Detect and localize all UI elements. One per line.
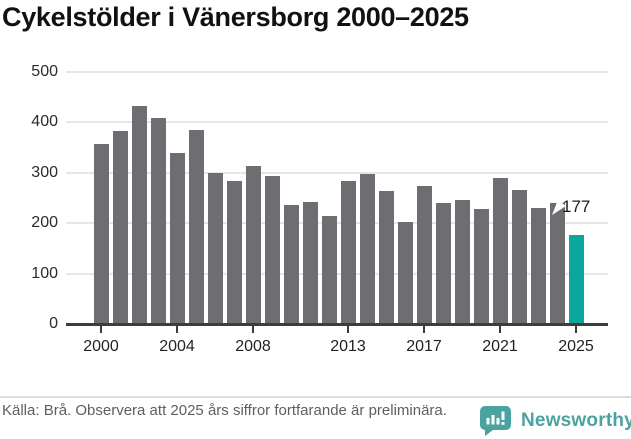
y-axis-tick-label: 0: [49, 315, 58, 332]
x-axis-tick: [100, 325, 102, 333]
y-axis-tick-label: 100: [31, 264, 58, 282]
bar-2008: [245, 166, 261, 324]
bar-2024: [549, 203, 565, 324]
gridline-100: [66, 272, 608, 275]
bar-2019: [454, 200, 470, 324]
x-axis-tick-label: 2025: [558, 338, 594, 355]
bar-2014: [359, 174, 375, 324]
bar-2012: [321, 216, 337, 324]
bar-2005: [188, 129, 204, 324]
x-axis-tick-label: 2017: [406, 338, 442, 355]
bar-2003: [150, 117, 166, 324]
bar-2016: [397, 222, 413, 324]
gridline-500: [66, 70, 608, 73]
x-axis-tick: [499, 325, 501, 333]
source-note: Källa: Brå. Observera att 2025 års siffr…: [2, 402, 447, 419]
value-annotation: 177: [562, 196, 591, 216]
highlight-bar-2025: [568, 234, 584, 324]
bar-2015: [378, 190, 394, 324]
bar-2022: [511, 189, 527, 324]
footer-divider: [0, 396, 631, 398]
bar-2009: [264, 175, 280, 324]
y-axis-tick-label: 200: [31, 214, 58, 231]
annotation-arrow-icon: [551, 199, 566, 216]
x-axis-tick: [176, 325, 178, 333]
bar-2000: [93, 143, 109, 324]
x-axis-tick-label: 2000: [83, 338, 119, 355]
bar-chart-plot: 0 100 200 300 400 500 2000 2004 2008 2013 2017 2021…: [31, 62, 608, 355]
bar-2023: [530, 208, 546, 324]
y-axis-tick-label: 300: [31, 163, 58, 181]
bar-2004: [169, 153, 185, 324]
bar-2011: [302, 201, 318, 324]
bar-2018: [435, 202, 451, 324]
x-axis-tick-label: 2021: [482, 338, 518, 355]
newsworthy-wordmark: Newsworthy: [521, 410, 631, 431]
gridline-400: [66, 121, 608, 123]
bar-2006: [207, 173, 223, 324]
gridline-300: [66, 171, 608, 174]
bar-2001: [112, 130, 128, 324]
bar-2002: [131, 106, 147, 324]
bar-2010: [283, 204, 299, 324]
y-axis-tick-label: 400: [31, 113, 58, 130]
bar-2021: [492, 177, 508, 324]
x-axis-line: [66, 323, 608, 326]
x-axis-tick: [252, 325, 254, 333]
x-axis-tick: [575, 325, 577, 333]
x-axis-tick-label: 2008: [235, 338, 271, 355]
x-axis-tick: [423, 325, 425, 333]
x-axis-tick-label: 2004: [159, 338, 195, 355]
bar-2020: [473, 209, 489, 324]
newsworthy-chart-bubble-icon: [480, 406, 511, 436]
bar-2013: [340, 181, 356, 324]
y-axis-tick-label: 500: [31, 62, 58, 80]
chart-title: Cykelstölder i Vänersborg 2000–2025: [2, 2, 469, 32]
x-axis-tick: [347, 325, 349, 333]
x-axis-tick-label: 2013: [330, 338, 366, 355]
bar-2017: [416, 186, 432, 324]
newsworthy-logo: Newsworthy: [480, 406, 631, 437]
bar-2007: [226, 181, 242, 324]
gridline-200: [66, 222, 608, 224]
